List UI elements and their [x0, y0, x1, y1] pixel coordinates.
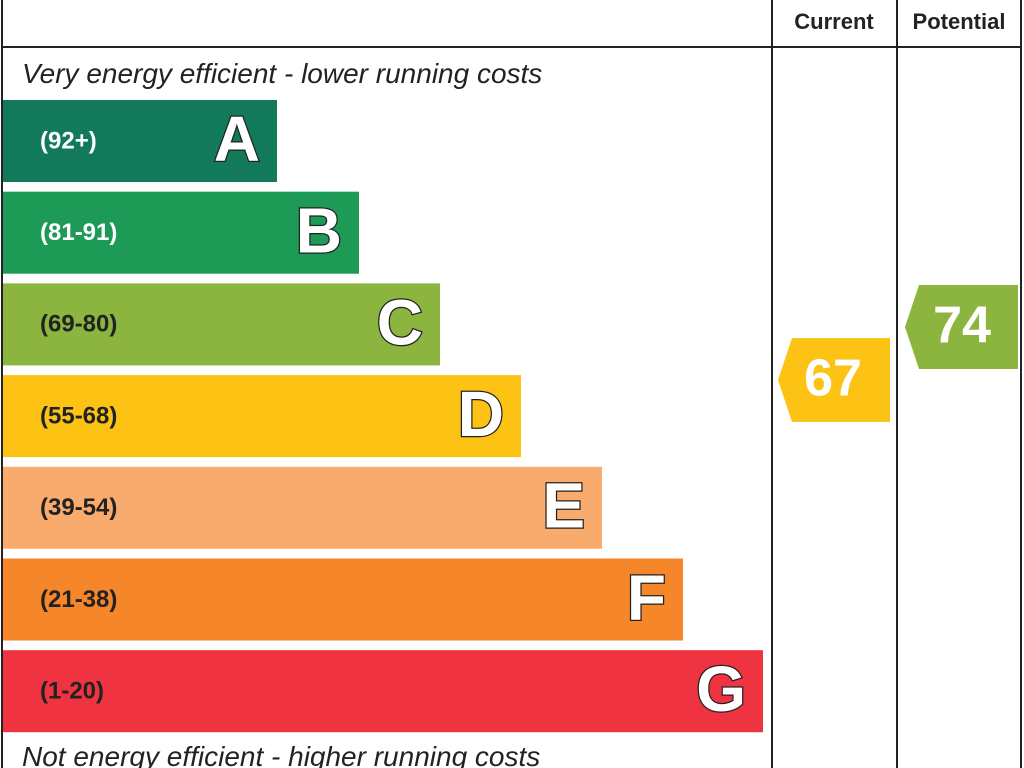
potential-rating: 74 — [933, 297, 991, 355]
band-range: (69-80) — [40, 311, 117, 338]
band-letter: G — [696, 653, 746, 725]
band-bar — [3, 558, 683, 641]
band-letter: B — [296, 195, 342, 267]
band-letter: E — [542, 470, 585, 542]
band-range: (81-91) — [40, 219, 117, 246]
band-bar — [3, 375, 521, 458]
potential-header: Potential — [913, 9, 1006, 34]
band-range: (55-68) — [40, 402, 117, 429]
band-range: (1-20) — [40, 678, 104, 705]
band-letter: A — [214, 103, 260, 175]
band-bar — [3, 100, 277, 182]
band-bar — [3, 466, 602, 549]
band-range: (39-54) — [40, 494, 117, 521]
bands: (92+) A (81-91) B (69-80) C (55-68) D (39-54) E (2… — [3, 100, 763, 733]
band-range: (21-38) — [40, 586, 117, 613]
band-letter: C — [377, 286, 423, 358]
band-range: (92+) — [40, 127, 97, 154]
band-letter: F — [627, 561, 666, 633]
top-note: Very energy efficient - lower running co… — [22, 58, 542, 89]
current-arrow — [778, 338, 890, 422]
potential-arrow — [905, 285, 1018, 369]
band-bar — [3, 191, 359, 274]
band-letter: D — [458, 378, 504, 450]
bottom-note: Not energy efficient - higher running co… — [22, 741, 540, 768]
band-bar — [3, 283, 440, 366]
current-rating: 67 — [804, 350, 862, 408]
current-header: Current — [794, 9, 874, 34]
band-bar — [3, 650, 763, 733]
